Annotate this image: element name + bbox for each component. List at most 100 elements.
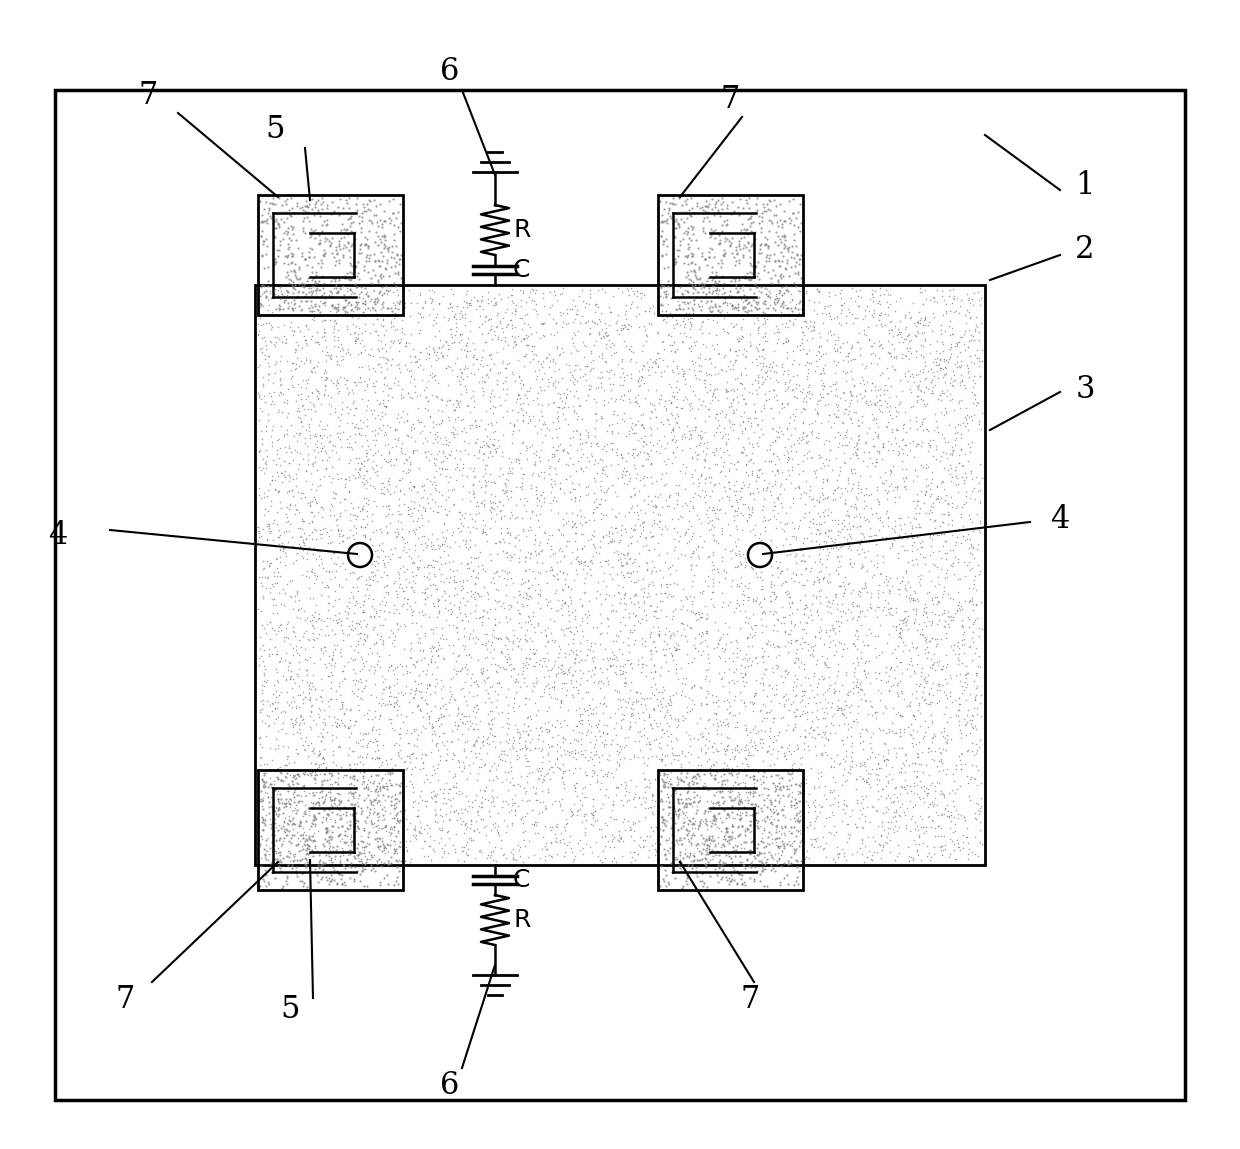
Point	[469, 417, 489, 435]
Point	[353, 592, 373, 610]
Point	[289, 260, 309, 278]
Point	[582, 377, 601, 395]
Point	[908, 748, 928, 766]
Point	[787, 648, 807, 666]
Point	[821, 714, 841, 732]
Point	[551, 303, 570, 322]
Point	[651, 279, 671, 298]
Point	[312, 285, 332, 303]
Point	[873, 438, 893, 456]
Point	[851, 587, 870, 606]
Point	[714, 831, 734, 849]
Point	[776, 685, 796, 703]
Point	[575, 606, 595, 624]
Point	[381, 356, 401, 375]
Point	[706, 221, 725, 239]
Point	[352, 526, 372, 545]
Point	[331, 469, 351, 487]
Point	[832, 296, 852, 315]
Point	[274, 817, 294, 835]
Point	[511, 574, 531, 593]
Point	[709, 649, 729, 668]
Point	[443, 836, 463, 855]
Point	[392, 434, 412, 453]
Point	[283, 299, 303, 317]
Point	[305, 765, 325, 784]
Point	[539, 668, 559, 686]
Point	[280, 317, 300, 336]
Point	[739, 409, 759, 427]
Point	[873, 838, 893, 856]
Point	[490, 630, 510, 648]
Point	[926, 803, 946, 822]
Point	[764, 576, 784, 594]
Point	[449, 332, 469, 350]
Point	[358, 786, 378, 804]
Point	[560, 435, 580, 454]
Point	[444, 660, 464, 678]
Point	[465, 411, 485, 430]
Point	[523, 816, 543, 834]
Point	[583, 803, 603, 822]
Point	[665, 640, 684, 658]
Point	[817, 537, 837, 555]
Point	[684, 773, 704, 792]
Point	[615, 466, 635, 485]
Point	[967, 534, 987, 553]
Point	[252, 247, 272, 265]
Point	[956, 493, 976, 511]
Point	[568, 372, 588, 391]
Point	[365, 813, 384, 832]
Point	[469, 841, 489, 859]
Point	[331, 347, 351, 365]
Point	[477, 293, 497, 311]
Point	[582, 749, 601, 768]
Point	[310, 525, 330, 543]
Point	[443, 418, 463, 437]
Point	[963, 595, 983, 614]
Point	[404, 478, 424, 496]
Point	[650, 734, 670, 753]
Point	[960, 638, 980, 656]
Point	[332, 215, 352, 233]
Point	[676, 247, 696, 265]
Point	[732, 424, 751, 442]
Point	[706, 810, 725, 828]
Point	[350, 319, 370, 338]
Point	[781, 745, 801, 763]
Point	[673, 579, 693, 597]
Point	[448, 561, 467, 579]
Point	[884, 724, 904, 742]
Point	[405, 377, 425, 395]
Point	[368, 256, 388, 275]
Point	[949, 392, 968, 410]
Point	[351, 804, 371, 823]
Point	[601, 801, 621, 819]
Point	[766, 833, 786, 851]
Point	[384, 573, 404, 592]
Point	[754, 395, 774, 414]
Point	[363, 618, 383, 637]
Point	[472, 493, 492, 511]
Point	[753, 676, 773, 694]
Point	[351, 843, 371, 862]
Point	[863, 308, 883, 326]
Point	[368, 442, 388, 461]
Point	[277, 874, 296, 893]
Point	[464, 738, 484, 756]
Point	[830, 487, 849, 506]
Point	[942, 438, 962, 456]
Point	[689, 435, 709, 454]
Point	[941, 338, 961, 356]
Point	[388, 372, 408, 391]
Point	[601, 832, 621, 850]
Point	[732, 407, 751, 425]
Point	[735, 602, 755, 620]
Point	[717, 756, 737, 774]
Point	[595, 640, 615, 658]
Point	[764, 755, 784, 773]
Point	[494, 811, 513, 830]
Point	[656, 285, 676, 303]
Point	[413, 758, 433, 777]
Point	[910, 704, 930, 723]
